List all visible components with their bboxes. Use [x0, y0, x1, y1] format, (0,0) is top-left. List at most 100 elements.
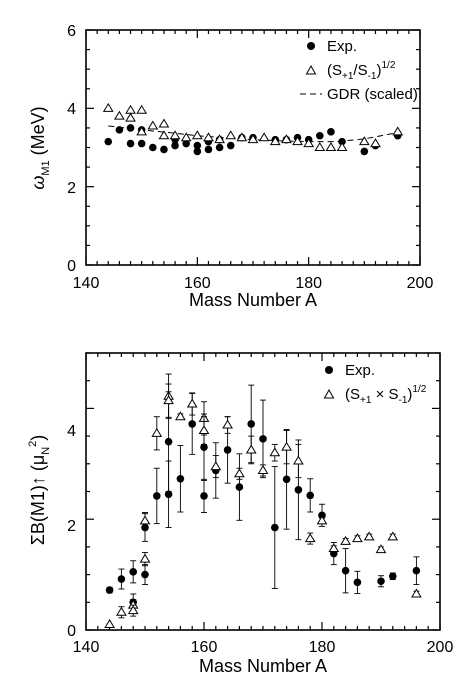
sum-rule-data-point — [214, 134, 225, 144]
exp-data-point — [200, 492, 208, 500]
exp-data-point — [204, 145, 213, 154]
bm1-panel: 140 160 180 200 0 2 4 Mass Number A ΣB(M… — [27, 352, 454, 676]
sum-rule-data-point — [151, 427, 163, 437]
legend-exp-marker — [307, 42, 315, 50]
sum-rule-data-point — [102, 102, 114, 112]
exp-data-point — [193, 141, 202, 150]
bm1-xtick-label: 200 — [427, 639, 454, 656]
sum-rule-data-point — [328, 543, 340, 553]
legend-product-sub2: -1 — [399, 395, 408, 406]
omega-ytick-label: 2 — [67, 180, 76, 197]
omega-ylabel-symbol: ω — [28, 176, 48, 190]
omega-ylabel-unit: (MeV) — [28, 106, 48, 155]
sum-rule-data-point — [222, 419, 233, 429]
exp-data-point — [153, 492, 161, 500]
sum-rule-data-point — [136, 104, 148, 114]
legend-exp-label: Exp. — [345, 362, 375, 379]
exp-data-point — [306, 491, 315, 500]
legend-ratio-close: ) — [377, 62, 382, 79]
omega-points — [102, 102, 404, 156]
sum-rule-data-point — [325, 142, 337, 151]
bm1-xtick-label: 140 — [73, 639, 100, 656]
exp-data-point — [182, 139, 190, 148]
exp-data-point — [318, 511, 326, 520]
sum-rule-data-point — [245, 444, 257, 454]
legend-product-sub1: +1 — [360, 395, 372, 406]
exp-data-point — [341, 566, 350, 575]
bm1-ylabel: ΣB(M1)↑ (μN2) — [27, 435, 52, 546]
bm1-ytick-label: 2 — [67, 518, 76, 535]
bm1-legend: Exp. (S+1 × S-1)1/2 — [323, 362, 427, 406]
bm1-ylabel-sub: N — [40, 447, 52, 455]
legend-product-marker — [323, 388, 335, 399]
sum-rule-data-point — [191, 130, 203, 140]
sum-rule-data-point — [387, 531, 399, 541]
exp-data-point — [226, 141, 235, 150]
exp-data-point — [141, 570, 149, 579]
sum-rule-data-point — [127, 605, 139, 615]
bm1-points — [104, 373, 422, 628]
omega-ytick-label: 4 — [67, 101, 76, 118]
exp-data-point — [176, 474, 185, 483]
sum-rule-data-point — [340, 535, 351, 545]
legend-ratio-sup: 1/2 — [382, 60, 396, 71]
sum-rule-data-point — [258, 132, 270, 142]
sum-rule-data-point — [370, 138, 381, 148]
omega-xlabel: Mass Number A — [189, 290, 317, 310]
legend-product-mid: × S — [371, 386, 398, 403]
sum-rule-data-point — [247, 134, 259, 144]
legend-ratio-marker — [305, 64, 317, 75]
legend-product-label: (S+1 × S-1)1/2 — [345, 384, 427, 406]
legend-product-sup: 1/2 — [412, 384, 426, 395]
bm1-xlabel: Mass Number A — [199, 656, 327, 676]
sum-rule-data-point — [236, 132, 248, 142]
bm1-xtick-label: 180 — [309, 639, 336, 656]
sum-rule-data-point — [136, 126, 148, 136]
omega-ytick-label: 6 — [67, 23, 76, 40]
sum-rule-data-point — [234, 468, 245, 478]
exp-data-point — [377, 577, 385, 586]
sum-rule-data-point — [303, 138, 315, 148]
omega-xtick-label: 160 — [184, 275, 211, 292]
exp-data-point — [259, 435, 267, 443]
sum-rule-data-point — [352, 533, 363, 543]
sum-rule-data-point — [269, 447, 281, 457]
sum-rule-data-point — [281, 134, 292, 144]
omega-xtick-label: 140 — [73, 275, 100, 292]
sum-rule-data-point — [293, 455, 304, 465]
bm1-ytick-label: 0 — [67, 623, 76, 640]
bm1-ticks — [85, 352, 441, 631]
exp-data-point — [137, 139, 146, 148]
bm1-xtick-label: 160 — [191, 639, 218, 656]
sum-rule-data-point — [139, 515, 151, 525]
omega-xtick-label: 180 — [295, 275, 322, 292]
legend-ratio-sub2: -1 — [368, 71, 377, 82]
legend-ratio-open: (S — [327, 62, 342, 79]
sum-rule-data-point — [269, 136, 281, 146]
sum-rule-data-point — [281, 441, 292, 451]
sum-rule-data-point — [169, 130, 181, 140]
exp-data-point — [294, 486, 303, 494]
sum-rule-data-point — [125, 112, 136, 122]
sum-rule-data-point — [316, 515, 328, 525]
exp-data-point — [117, 575, 126, 583]
bm1-ylabel-sup: 2 — [27, 441, 39, 447]
sum-rule-data-point — [147, 120, 159, 130]
exp-data-point — [129, 568, 137, 576]
legend-exp-marker — [325, 366, 333, 374]
sum-rule-data-point — [392, 126, 404, 136]
omega-ylabel: ωM1 (MeV) — [28, 106, 52, 189]
exp-data-point — [353, 578, 362, 587]
exp-data-point — [193, 147, 202, 156]
exp-data-point — [247, 420, 255, 428]
sum-rule-data-point — [225, 130, 237, 140]
exp-data-point — [271, 523, 279, 532]
sum-rule-data-point — [186, 398, 198, 408]
exp-data-point — [171, 141, 179, 150]
sum-rule-data-point — [116, 606, 127, 616]
legend-ratio-sub1: +1 — [342, 71, 354, 82]
exp-data-point — [360, 147, 369, 156]
sum-rule-data-point — [336, 142, 348, 151]
exp-data-point — [149, 143, 157, 152]
